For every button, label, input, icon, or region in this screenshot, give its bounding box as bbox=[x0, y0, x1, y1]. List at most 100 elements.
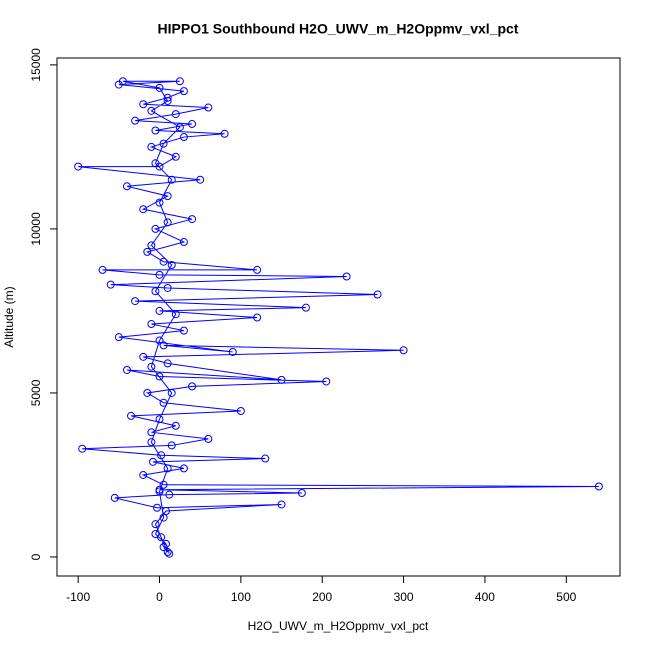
point bbox=[118, 77, 127, 86]
point bbox=[127, 411, 136, 420]
point bbox=[261, 454, 270, 463]
y-tick-label: 5000 bbox=[29, 379, 43, 406]
point bbox=[175, 77, 184, 86]
point bbox=[373, 290, 382, 299]
point bbox=[147, 142, 156, 151]
point bbox=[159, 398, 168, 407]
point bbox=[236, 406, 245, 415]
point bbox=[301, 303, 310, 312]
point bbox=[147, 106, 156, 115]
y-tick-label: 15000 bbox=[29, 48, 43, 82]
point bbox=[159, 513, 168, 522]
point bbox=[277, 375, 286, 384]
x-axis-label: H2O_UWV_m_H2Oppmv_vxl_pct bbox=[248, 619, 429, 633]
point bbox=[122, 182, 131, 191]
point bbox=[159, 480, 168, 489]
chart-title: HIPPO1 Southbound H2O_UWV_m_H2Oppmv_vxl_… bbox=[158, 21, 519, 37]
point bbox=[594, 482, 603, 491]
point bbox=[139, 205, 148, 214]
point bbox=[155, 487, 164, 496]
point bbox=[74, 162, 83, 171]
point bbox=[163, 283, 172, 292]
point bbox=[342, 272, 351, 281]
point bbox=[167, 261, 176, 270]
point bbox=[155, 372, 164, 381]
point bbox=[162, 539, 171, 548]
point bbox=[220, 129, 229, 138]
series-line bbox=[78, 80, 599, 554]
point bbox=[159, 341, 168, 350]
point bbox=[139, 352, 148, 361]
point bbox=[167, 388, 176, 397]
point bbox=[155, 415, 164, 424]
point bbox=[78, 444, 87, 453]
y-axis-label: Altitude (m) bbox=[2, 286, 16, 347]
point bbox=[155, 270, 164, 279]
point bbox=[167, 441, 176, 450]
point bbox=[155, 336, 164, 345]
point bbox=[122, 365, 131, 374]
point bbox=[253, 265, 262, 274]
x-tick-label: -100 bbox=[66, 590, 90, 604]
point bbox=[149, 457, 158, 466]
point bbox=[151, 126, 160, 135]
point bbox=[151, 224, 160, 233]
point bbox=[167, 175, 176, 184]
point bbox=[131, 297, 140, 306]
plot-frame bbox=[56, 57, 621, 577]
point bbox=[151, 159, 160, 168]
point bbox=[147, 241, 156, 250]
x-tick-label: 0 bbox=[156, 590, 163, 604]
point bbox=[131, 116, 140, 125]
point bbox=[147, 320, 156, 329]
point bbox=[228, 347, 237, 356]
point bbox=[163, 464, 172, 473]
point bbox=[399, 346, 408, 355]
point bbox=[155, 306, 164, 315]
point bbox=[159, 257, 168, 266]
x-tick-label: 400 bbox=[475, 590, 495, 604]
point bbox=[163, 359, 172, 368]
point bbox=[110, 493, 119, 502]
point bbox=[171, 310, 180, 319]
point bbox=[297, 489, 306, 498]
point bbox=[277, 500, 286, 509]
point bbox=[114, 333, 123, 342]
point bbox=[139, 100, 148, 109]
point bbox=[322, 377, 331, 386]
x-tick-label: 100 bbox=[231, 590, 251, 604]
x-tick-label: 300 bbox=[394, 590, 414, 604]
point bbox=[163, 192, 172, 201]
point bbox=[151, 530, 160, 539]
point bbox=[151, 287, 160, 296]
point bbox=[196, 175, 205, 184]
point bbox=[163, 96, 172, 105]
point bbox=[151, 520, 160, 529]
x-tick-label: 500 bbox=[556, 590, 576, 604]
point bbox=[153, 503, 162, 512]
point bbox=[98, 265, 107, 274]
point bbox=[147, 362, 156, 371]
point bbox=[171, 421, 180, 430]
point bbox=[179, 464, 188, 473]
point bbox=[163, 93, 172, 102]
point bbox=[188, 382, 197, 391]
point bbox=[157, 451, 166, 460]
point bbox=[143, 247, 152, 256]
point bbox=[139, 470, 148, 479]
point bbox=[155, 83, 164, 92]
point bbox=[143, 388, 152, 397]
point bbox=[171, 110, 180, 119]
point bbox=[163, 548, 172, 557]
y-tick-label: 0 bbox=[29, 553, 43, 560]
point bbox=[179, 87, 188, 96]
point bbox=[175, 123, 184, 132]
point bbox=[159, 139, 168, 148]
point bbox=[147, 438, 156, 447]
point bbox=[155, 198, 164, 207]
point bbox=[165, 549, 174, 558]
point bbox=[179, 238, 188, 247]
point bbox=[188, 119, 197, 128]
point bbox=[204, 434, 213, 443]
